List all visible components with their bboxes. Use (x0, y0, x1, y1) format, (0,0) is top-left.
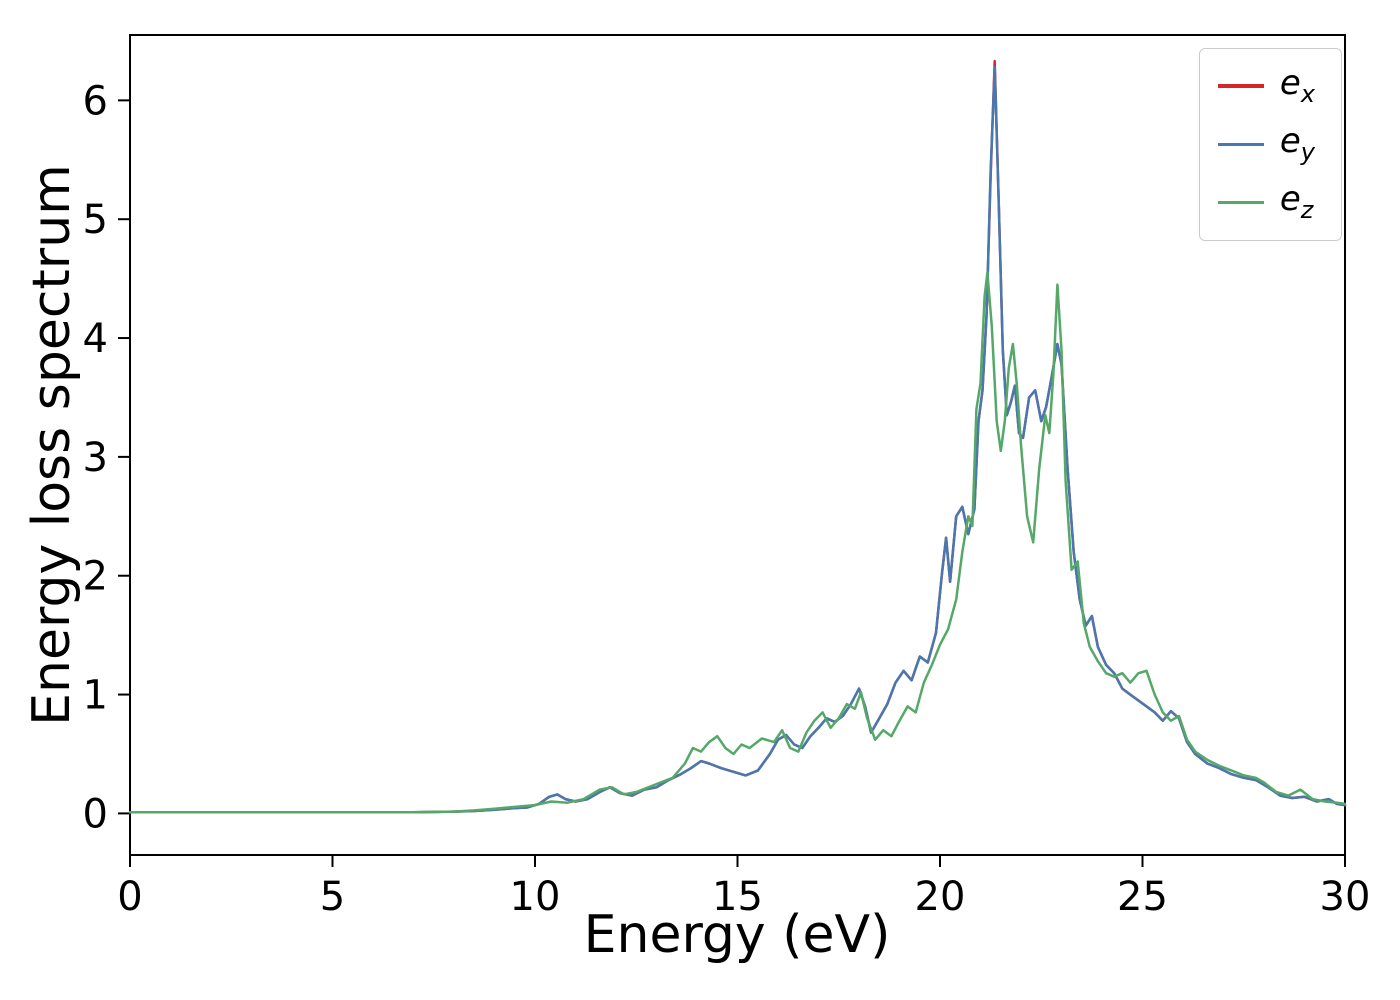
y-axis-label: Energy loss spectrum (22, 164, 82, 726)
x-tick-label: 25 (1117, 874, 1168, 920)
series-line-e_z (128, 271, 1347, 814)
legend: ex ey ez (1198, 48, 1342, 241)
legend-line-swatch (1217, 142, 1264, 147)
x-tick-label: 30 (1320, 874, 1371, 920)
legend-item: ez (1217, 179, 1315, 225)
x-tick-label: 20 (915, 874, 966, 920)
legend-label: ez (1279, 179, 1314, 225)
y-tick-label: 0 (83, 791, 108, 837)
legend-label: ey (1279, 121, 1315, 166)
x-tick-label: 15 (712, 874, 763, 920)
y-tick-label: 3 (83, 435, 108, 481)
y-tick-label: 4 (83, 316, 108, 362)
plot-area (129, 34, 1346, 856)
legend-line-swatch (1217, 200, 1264, 205)
x-tick-label: 5 (320, 874, 345, 920)
y-tick-label: 2 (83, 554, 108, 600)
x-tick-label: 0 (117, 874, 142, 920)
series-line-e_y (128, 65, 1347, 814)
y-tick-label: 1 (83, 673, 108, 719)
legend-item: ey (1217, 121, 1315, 166)
y-tick-label: 5 (83, 197, 108, 243)
x-axis-label: Energy (eV) (583, 905, 891, 965)
x-tick-label: 10 (510, 874, 561, 920)
legend-line-swatch (1217, 84, 1264, 88)
legend-label: ex (1279, 63, 1315, 108)
legend-item: ex (1217, 63, 1315, 108)
y-tick-label: 6 (83, 78, 108, 124)
